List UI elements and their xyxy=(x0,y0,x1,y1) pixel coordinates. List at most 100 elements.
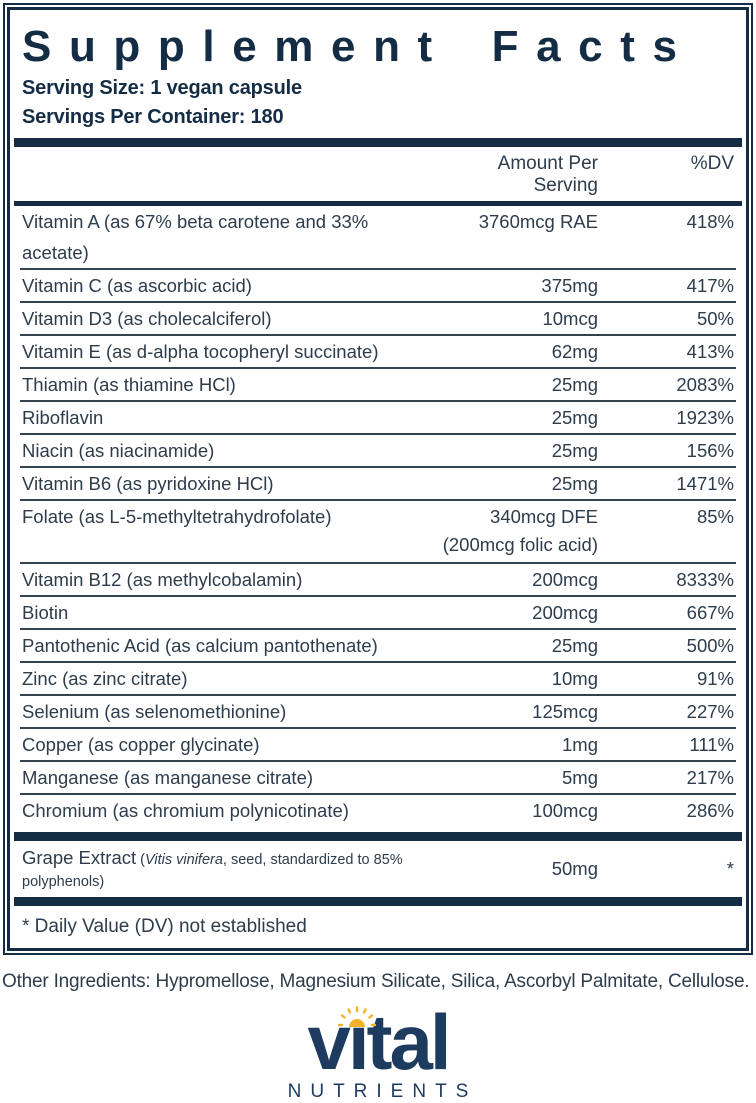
serving-size-text: Serving Size: 1 vegan capsule xyxy=(22,77,302,99)
nutrient-amount: 10mg xyxy=(551,668,598,689)
nutrient-dv: 85% xyxy=(696,506,734,527)
nutrient-amount: 25mg xyxy=(551,635,598,656)
extract-detail-open: ( xyxy=(136,852,145,868)
nutrient-amount: 3760mcg RAE xyxy=(478,211,598,232)
nutrient-name: Pantothenic Acid (as calcium pantothenat… xyxy=(22,635,378,656)
nutrient-name: Vitamin B12 (as methylcobalamin) xyxy=(22,569,303,590)
nutrient-name: Copper (as copper glycinate) xyxy=(22,734,260,755)
nutrient-amount: 200mcg xyxy=(532,569,598,590)
extract-amount: 50mg xyxy=(551,858,598,879)
extract-name: Grape Extract (Vitis vinifera, seed, sta… xyxy=(20,847,430,891)
nutrient-row: Biotin 200mcg 667% xyxy=(20,595,736,628)
nutrient-amount: 200mcg xyxy=(532,602,598,623)
nutrient-name: Vitamin C (as ascorbic acid) xyxy=(22,275,252,296)
logo-vital-wordmark: v ıtal xyxy=(307,1003,451,1081)
extract-dv: * xyxy=(726,858,734,879)
nutrient-dv: 286% xyxy=(686,800,734,821)
nutrient-row: Niacin (as niacinamide) 25mg 156% xyxy=(20,433,736,466)
nutrient-name: Vitamin D3 (as cholecalciferol) xyxy=(22,308,272,329)
nutrient-amount: 340mcg DFE xyxy=(490,506,598,527)
nutrient-name: Chromium (as chromium polynicotinate) xyxy=(22,800,349,821)
divider-thick-bottom xyxy=(14,897,742,906)
nutrient-amount: 1mg xyxy=(562,734,598,755)
nutrient-row: Zinc (as zinc citrate) 10mg 91% xyxy=(20,661,736,694)
extract-name-detail: (Vitis vinifera, seed, standardized to 8… xyxy=(22,852,403,890)
nutrient-name: Selenium (as selenomethionine) xyxy=(22,701,287,722)
nutrient-dv: 227% xyxy=(686,701,734,722)
logo-nutrients-text: NUTRIENTS xyxy=(287,1081,478,1102)
page-title: Supplement Facts xyxy=(22,22,695,71)
nutrient-amount: 25mg xyxy=(551,440,598,461)
nutrient-dv: 91% xyxy=(696,668,734,689)
nutrient-name: Vitamin B6 (as pyridoxine HCl) xyxy=(22,473,274,494)
nutrient-dv: 2083% xyxy=(676,374,734,395)
nutrient-dv: 418% xyxy=(686,211,734,232)
extract-botanical-name: Vitis vinifera xyxy=(145,852,223,868)
nutrient-name: Manganese (as manganese citrate) xyxy=(22,767,314,788)
nutrient-dv: 1923% xyxy=(676,407,734,428)
nutrient-row: Pantothenic Acid (as calcium pantothenat… xyxy=(20,628,736,661)
nutrient-name: Riboflavin xyxy=(22,407,104,428)
nutrient-dv: 50% xyxy=(696,308,734,329)
nutrient-amount: 25mg xyxy=(551,374,598,395)
nutrient-row: Chromium (as chromium polynicotinate) 100… xyxy=(20,793,736,826)
nutrient-amount-secondary: (200mcg folic acid) xyxy=(442,534,598,555)
nutrient-name: Biotin xyxy=(22,602,69,623)
dv-footnote: * Daily Value (DV) not established xyxy=(22,916,307,937)
nutrient-row: Vitamin D3 (as cholecalciferol) 10mcg 50% xyxy=(20,301,736,334)
supplement-label-page: Supplement Facts Serving Size: 1 vegan c… xyxy=(0,7,756,1102)
extract-name-main: Grape Extract xyxy=(22,847,137,868)
nutrient-name: Vitamin A (as 67% beta carotene and 33% … xyxy=(22,211,369,263)
nutrient-dv: 156% xyxy=(686,440,734,461)
nutrient-row: Folate (as L-5-methyltetrahydrofolate) 34… xyxy=(20,499,736,562)
extract-detail-rest: , seed, standardized to 85% polyphenols) xyxy=(22,852,403,890)
extract-row: Grape Extract (Vitis vinifera, seed, sta… xyxy=(20,841,736,897)
nutrient-amount: 25mg xyxy=(551,407,598,428)
nutrient-rows: Vitamin A (as 67% beta carotene and 33% … xyxy=(20,206,736,826)
divider-thick-mid xyxy=(14,832,742,841)
nutrient-amount: 62mg xyxy=(551,341,598,362)
nutrient-name: Thiamin (as thiamine HCl) xyxy=(22,374,236,395)
divider-thick-top xyxy=(14,138,742,147)
nutrient-dv: 413% xyxy=(686,341,734,362)
nutrient-row: Vitamin B12 (as methylcobalamin) 200mcg 83… xyxy=(20,562,736,595)
nutrient-row: Vitamin B6 (as pyridoxine HCl) 25mg 1471% xyxy=(20,466,736,499)
nutrient-row: Riboflavin 25mg 1923% xyxy=(20,400,736,433)
logo-letter-i: ı xyxy=(338,1003,377,1081)
logo-letter: t xyxy=(366,998,393,1086)
supplement-facts-panel: Supplement Facts Serving Size: 1 vegan c… xyxy=(7,7,749,951)
nutrient-name: Folate (as L-5-methyltetrahydrofolate) xyxy=(22,506,332,527)
nutrient-amount: 25mg xyxy=(551,473,598,494)
logo-letter: l xyxy=(429,998,452,1086)
nutrient-dv: 667% xyxy=(686,602,734,623)
nutrient-amount: 5mg xyxy=(562,767,598,788)
nutrient-name: Vitamin E (as d-alpha tocopheryl succina… xyxy=(22,341,379,362)
column-header-amount: Amount Per Serving xyxy=(497,153,598,196)
nutrient-dv: 500% xyxy=(686,635,734,656)
nutrient-row: Selenium (as selenomethionine) 125mcg 227% xyxy=(20,694,736,727)
nutrient-dv: 417% xyxy=(686,275,734,296)
nutrient-row: Thiamin (as thiamine HCl) 25mg 2083% xyxy=(20,367,736,400)
nutrient-name: Zinc (as zinc citrate) xyxy=(22,668,188,689)
nutrient-dv: 217% xyxy=(686,767,734,788)
logo-letter: v xyxy=(307,998,350,1086)
nutrient-row: Copper (as copper glycinate) 1mg 111% xyxy=(20,727,736,760)
table-header: Amount Per Serving %DV xyxy=(20,147,736,201)
nutrient-dv: 1471% xyxy=(676,473,734,494)
nutrient-name: Niacin (as niacinamide) xyxy=(22,440,215,461)
nutrient-amount: 375mg xyxy=(541,275,598,296)
nutrient-amount: 10mcg xyxy=(542,308,598,329)
nutrient-dv: 8333% xyxy=(676,569,734,590)
other-ingredients-text: Other Ingredients: Hypromellose, Magnesi… xyxy=(2,971,750,992)
nutrient-row: Vitamin A (as 67% beta carotene and 33% … xyxy=(20,206,736,268)
nutrient-amount: 125mcg xyxy=(532,701,598,722)
column-header-dv: %DV xyxy=(690,153,734,174)
divider-medium xyxy=(14,201,742,206)
nutrient-row: Vitamin C (as ascorbic acid) 375mg 417% xyxy=(20,268,736,301)
brand-logo: v ıtal NUTRIENTS xyxy=(0,1003,756,1103)
servings-per-container-text: Servings Per Container: 180 xyxy=(22,106,284,128)
nutrient-dv: 111% xyxy=(689,734,734,755)
nutrient-amount: 100mcg xyxy=(532,800,598,821)
logo-letter: a xyxy=(389,998,432,1086)
nutrient-row: Vitamin E (as d-alpha tocopheryl succina… xyxy=(20,334,736,367)
